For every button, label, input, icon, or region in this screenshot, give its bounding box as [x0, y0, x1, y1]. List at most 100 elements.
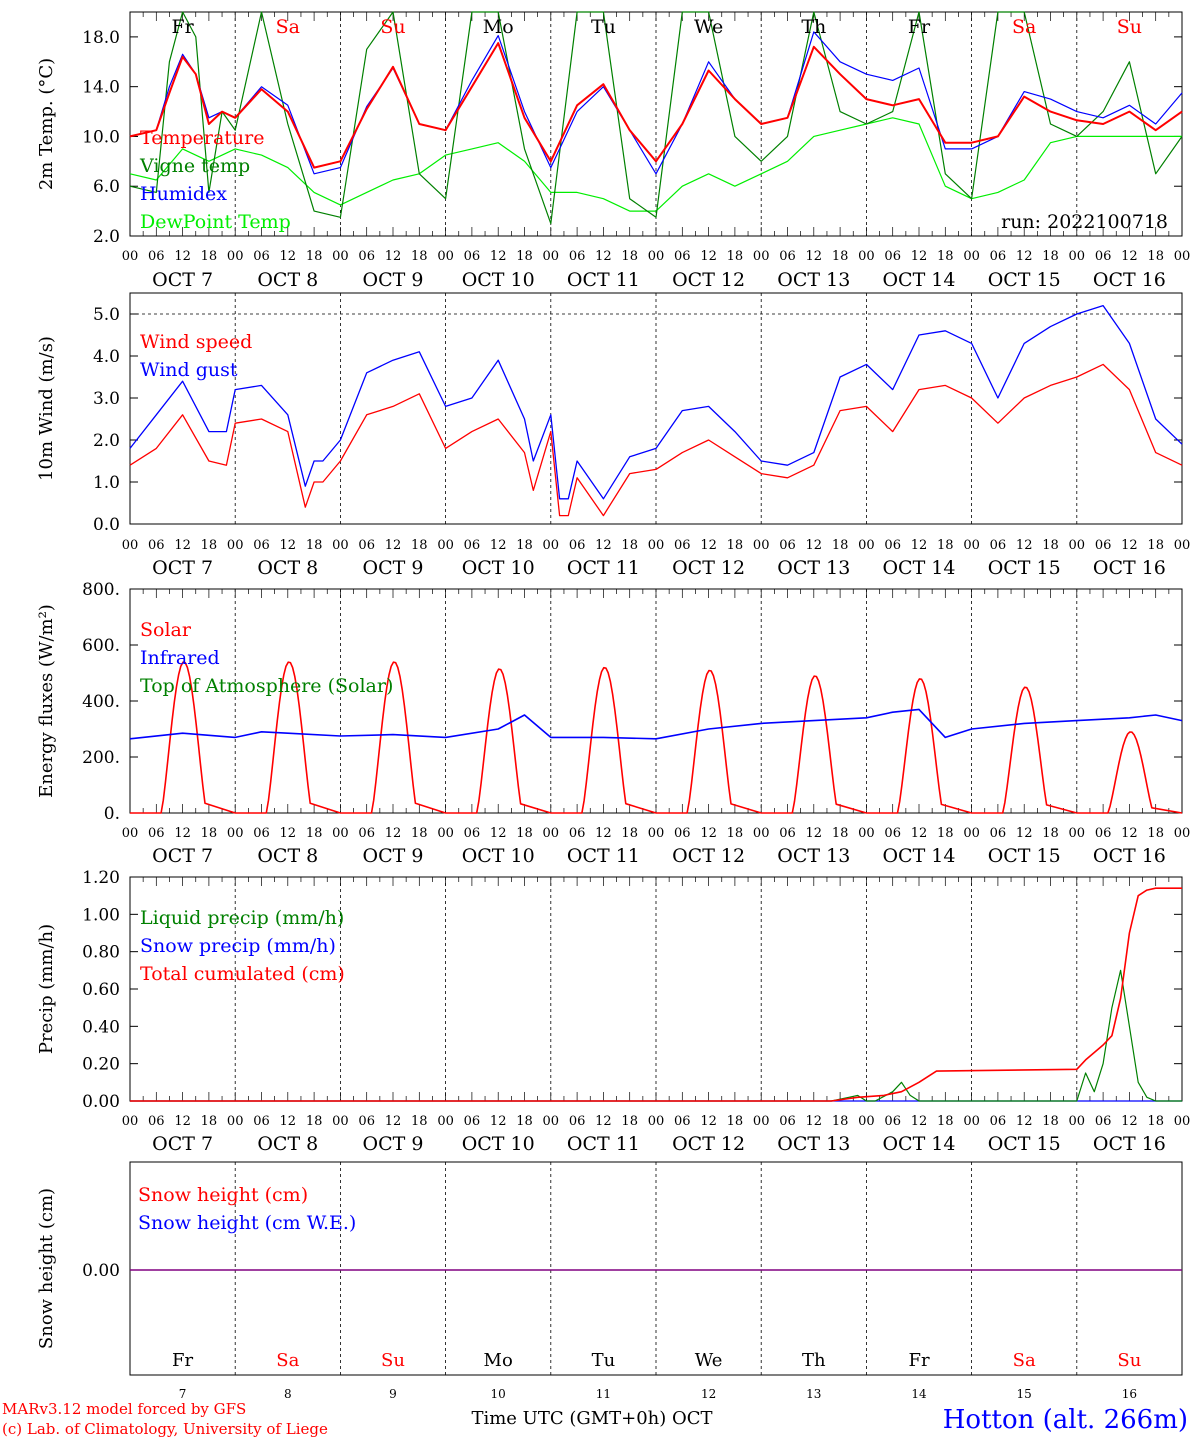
hour-tick-label: 12 — [806, 249, 823, 264]
date-label: OCT 11 — [567, 845, 640, 867]
hour-tick-label: 06 — [779, 1114, 796, 1129]
solar-curve — [971, 686, 1078, 814]
hour-tick-label: 06 — [464, 538, 481, 553]
y-tick-label: 4.0 — [93, 347, 120, 367]
y-tick-label: 0.20 — [82, 1055, 120, 1075]
hour-tick-label: 18 — [621, 1114, 638, 1129]
hour-tick-label: 00 — [122, 538, 139, 553]
date-label: OCT 15 — [988, 845, 1061, 867]
hour-tick-label: 12 — [1016, 538, 1033, 553]
hour-tick-label: 00 — [963, 826, 980, 841]
date-label: OCT 16 — [1093, 269, 1166, 291]
date-label: OCT 15 — [988, 269, 1061, 291]
hour-tick-label: 18 — [832, 538, 849, 553]
date-label: OCT 8 — [257, 845, 318, 867]
date-label: OCT 7 — [152, 1133, 213, 1155]
legend-entry: Humidex — [140, 183, 227, 205]
hour-tick-label: 00 — [122, 1114, 139, 1129]
weekday-label: Su — [380, 16, 405, 38]
y-axis-label: Energy fluxes (W/m²) — [36, 604, 57, 798]
hour-tick-label: 18 — [1147, 538, 1164, 553]
hour-tick-label: 06 — [674, 826, 691, 841]
hour-tick-label: 12 — [490, 826, 507, 841]
footer-model: MARv3.12 model forced by GFS — [2, 1400, 246, 1418]
date-label: OCT 9 — [363, 845, 424, 867]
y-tick-label: 1.0 — [93, 473, 120, 493]
hour-tick-label: 18 — [937, 1114, 954, 1129]
panel-1: 2.0 6.0 10.0 14.0 18.0 2m Temp. (°C) Temperatu… — [36, 11, 1190, 291]
hour-tick-label: 18 — [1147, 249, 1164, 264]
hour-tick-label: 00 — [122, 249, 139, 264]
hour-tick-label: 12 — [174, 249, 191, 264]
legend-entry: Snow height (cm W.E.) — [138, 1212, 356, 1234]
station-name: Hotton (alt. 266m) — [943, 1405, 1188, 1435]
day-number-label: 8 — [284, 1387, 292, 1401]
date-label: OCT 15 — [988, 557, 1061, 579]
hour-tick-label: 00 — [543, 249, 560, 264]
hour-tick-label: 00 — [543, 1114, 560, 1129]
hour-tick-label: 06 — [674, 538, 691, 553]
y-tick-label: 800. — [82, 580, 120, 600]
hour-tick-label: 06 — [779, 249, 796, 264]
hour-tick-label: 18 — [621, 826, 638, 841]
hour-tick-label: 12 — [700, 249, 717, 264]
hour-tick-label: 18 — [411, 1114, 428, 1129]
hour-tick-label: 06 — [148, 826, 165, 841]
date-label: OCT 13 — [777, 1133, 850, 1155]
day-number-label: 10 — [491, 1387, 506, 1401]
hour-tick-label: 06 — [990, 826, 1007, 841]
legend-entry: DewPoint Temp — [140, 211, 291, 233]
hour-tick-label: 18 — [1147, 1114, 1164, 1129]
hour-tick-label: 12 — [1016, 249, 1033, 264]
hour-tick-label: 18 — [201, 826, 218, 841]
hour-tick-label: 06 — [464, 1114, 481, 1129]
hour-tick-label: 00 — [332, 538, 349, 553]
date-label: OCT 11 — [567, 1133, 640, 1155]
hour-tick-label: 18 — [621, 538, 638, 553]
weekday-label: Fr — [908, 1350, 929, 1371]
hour-tick-label: 06 — [1095, 538, 1112, 553]
legend-entry: Total cumulated (cm) — [140, 963, 345, 985]
y-tick-label: 400. — [82, 692, 120, 712]
date-label: OCT 15 — [988, 1133, 1061, 1155]
day-number-label: 12 — [701, 1387, 716, 1401]
series-line — [130, 887, 1182, 1102]
hour-tick-label: 18 — [937, 826, 954, 841]
hour-tick-label: 12 — [806, 826, 823, 841]
hour-tick-label: 18 — [832, 249, 849, 264]
hour-tick-label: 18 — [411, 249, 428, 264]
hour-tick-label: 00 — [963, 1114, 980, 1129]
date-label: OCT 14 — [882, 845, 955, 867]
hour-tick-label: 06 — [569, 538, 586, 553]
solar-curve — [550, 666, 657, 814]
y-tick-label: 6.0 — [93, 177, 120, 197]
legend-entry: Top of Atmosphere (Solar) — [140, 675, 393, 697]
hour-tick-label: 12 — [280, 1114, 297, 1129]
series-line — [129, 42, 1183, 169]
y-tick-label: 10.0 — [82, 127, 120, 147]
y-axis-label: 2m Temp. (°C) — [36, 58, 57, 190]
hour-tick-label: 00 — [648, 1114, 665, 1129]
hour-tick-label: 06 — [990, 538, 1007, 553]
weekday-label: Su — [381, 1350, 405, 1371]
panel-5: 0.00 Snow height (cm) Snow height (cm) Snow… — [36, 1161, 1183, 1401]
hour-tick-label: 06 — [779, 538, 796, 553]
legend-entry: Wind speed — [140, 331, 252, 353]
hour-tick-label: 06 — [253, 826, 270, 841]
y-tick-label: 0. — [104, 804, 120, 824]
hour-tick-label: 00 — [1069, 826, 1086, 841]
hour-tick-label: 06 — [990, 1114, 1007, 1129]
date-label: OCT 12 — [672, 845, 745, 867]
weekday-label: Fr — [171, 16, 194, 38]
hour-tick-label: 12 — [1016, 826, 1033, 841]
hour-tick-label: 00 — [753, 1114, 770, 1129]
series-line — [129, 304, 1183, 500]
weekday-label: Mo — [483, 16, 514, 38]
hour-tick-label: 06 — [464, 249, 481, 264]
hour-tick-label: 18 — [1042, 1114, 1059, 1129]
hour-tick-label: 12 — [280, 249, 297, 264]
hour-tick-label: 06 — [1095, 1114, 1112, 1129]
y-tick-label: 0.80 — [82, 943, 120, 963]
y-tick-label: 18.0 — [82, 28, 120, 48]
hour-tick-label: 12 — [700, 538, 717, 553]
